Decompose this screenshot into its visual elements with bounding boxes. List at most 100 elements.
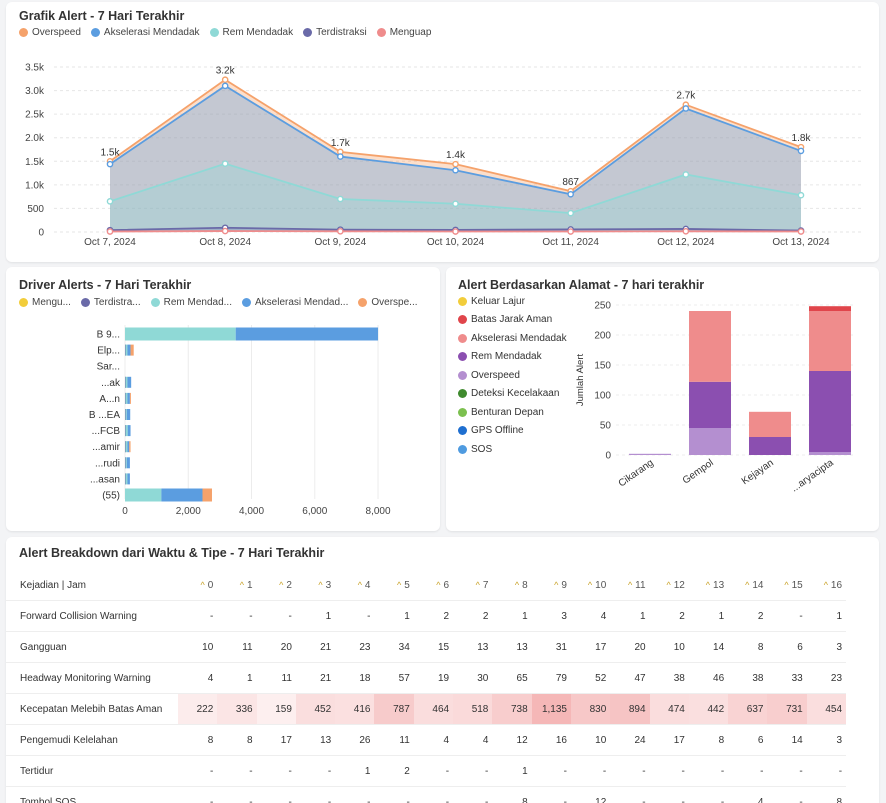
hour-label: 11 xyxy=(635,579,646,591)
cell-value: - xyxy=(642,765,646,777)
table-cell: 4 xyxy=(728,786,768,803)
table-cell: 23 xyxy=(335,631,375,663)
legend-dot xyxy=(376,28,386,37)
cell-value: - xyxy=(602,765,607,777)
table-cell: 1 xyxy=(492,600,532,632)
column-header-hour[interactable]: ^ 5 xyxy=(374,570,414,601)
column-header-hour[interactable]: ^ 14 xyxy=(728,570,768,601)
legend-item-akselerasi[interactable]: Akselerasi Mendadak xyxy=(458,329,567,348)
legend-item-overspeed[interactable]: Overspeed xyxy=(458,366,567,385)
table-row: Tombol SOS - - - - - - - - 8 - 12 - - - 4 - 8 xyxy=(6,786,847,803)
column-header-hour[interactable]: ^ 1 xyxy=(217,570,257,601)
table-cell: 1,135 xyxy=(531,693,571,725)
table-cell: 17 xyxy=(256,724,296,756)
legend-label: Overspeed xyxy=(32,27,81,38)
legend-item-rem[interactable]: Rem Mendadak xyxy=(458,348,567,367)
bar-segment xyxy=(125,409,127,420)
row-label: Kecepatan Melebih Batas Aman xyxy=(6,693,178,725)
table-cell: 8 xyxy=(806,786,847,803)
column-header-hour[interactable]: ^ 3 xyxy=(295,570,336,601)
cell-value: 6 xyxy=(797,641,803,653)
cell-value: 1 xyxy=(640,610,646,622)
sort-caret-icon: ^ xyxy=(627,579,633,590)
legend-dot xyxy=(458,407,467,417)
bar-segment xyxy=(809,371,851,452)
cell-value: 464 xyxy=(432,703,450,715)
legend-dot xyxy=(303,28,313,37)
legend-item-benturan[interactable]: Benturan Depan xyxy=(458,403,567,422)
table-cell: 10 xyxy=(649,631,689,663)
column-header-hour[interactable]: ^ 4 xyxy=(335,570,375,601)
cell-value: 20 xyxy=(280,641,292,653)
legend-item-kecelakaan[interactable]: Deteksi Kecelakaan xyxy=(458,385,567,404)
bar-segment xyxy=(202,488,212,502)
legend-item-terdistraksi[interactable]: Terdistraksi xyxy=(303,27,367,38)
legend-item-overspeed[interactable]: Overspe... xyxy=(358,297,418,308)
column-header-hour[interactable]: ^ 2 xyxy=(256,570,296,601)
cell-value: 787 xyxy=(393,703,410,715)
hour-label: 5 xyxy=(404,579,410,591)
hour-label: 3 xyxy=(325,579,332,591)
legend-item-menguap[interactable]: Mengu... xyxy=(19,297,71,308)
column-header-hour[interactable]: ^ 0 xyxy=(178,570,218,601)
table-cell: 14 xyxy=(767,724,807,756)
table-cell: 31 xyxy=(531,631,571,663)
table-cell: - xyxy=(728,755,768,787)
column-header-hour[interactable]: ^ 11 xyxy=(610,570,650,601)
bar-segment xyxy=(749,411,791,437)
column-header-hour[interactable]: ^ 16 xyxy=(806,570,847,601)
table-cell: 10 xyxy=(178,631,218,663)
cell-value: 8 xyxy=(247,734,253,746)
bar-segment xyxy=(689,428,731,455)
data-point xyxy=(797,228,805,235)
legend-item-keluar-lajur[interactable]: Keluar Lajur xyxy=(458,292,567,311)
driver-alerts-legend: Mengu... Terdistra... Rem Mendad... Akse… xyxy=(19,297,428,308)
cell-value: - xyxy=(563,765,567,777)
cell-value: 336 xyxy=(235,703,253,715)
data-point xyxy=(221,82,229,90)
table-cell: - xyxy=(610,786,650,803)
x-tick-label: 8,000 xyxy=(366,506,391,517)
column-header-hour[interactable]: ^ 8 xyxy=(492,570,532,601)
legend-item-sos[interactable]: SOS xyxy=(458,440,567,459)
legend-item-batas-jarak[interactable]: Batas Jarak Aman xyxy=(458,311,567,330)
table-cell: 8 xyxy=(688,724,729,756)
y-tick-label: Sar... xyxy=(97,362,120,373)
column-header-hour[interactable]: ^ 7 xyxy=(453,570,493,601)
x-tick-label: 0 xyxy=(122,506,128,517)
hour-label: 7 xyxy=(482,579,489,591)
column-header-hour[interactable]: ^ 15 xyxy=(767,570,807,601)
column-header-hour[interactable]: ^ 13 xyxy=(688,570,729,601)
x-tick-label: Oct 12, 2024 xyxy=(657,237,715,248)
table-cell: 416 xyxy=(335,693,375,725)
cell-value: 10 xyxy=(202,641,214,653)
legend-item-rem[interactable]: Rem Mendad... xyxy=(150,297,232,308)
cell-value: 4 xyxy=(207,672,214,684)
table-cell: 2 xyxy=(413,600,454,632)
column-header-hour[interactable]: ^ 9 xyxy=(531,570,571,601)
cell-value: - xyxy=(445,765,450,777)
legend-item-menguap[interactable]: Menguap xyxy=(376,27,431,38)
data-point xyxy=(452,200,459,208)
cell-value: 4 xyxy=(757,796,764,803)
legend-item-rem[interactable]: Rem Mendadak xyxy=(209,27,293,38)
legend-item-gps-offline[interactable]: GPS Offline xyxy=(458,422,567,441)
y-tick-label: (55) xyxy=(102,491,120,502)
y-axis-label: Jumlah Alert xyxy=(575,354,586,407)
cell-value: 15 xyxy=(437,641,450,653)
table-cell: 11 xyxy=(217,631,257,663)
hour-label: 0 xyxy=(207,579,214,591)
data-point xyxy=(567,190,574,198)
cell-value: 731 xyxy=(786,703,803,715)
legend-item-akselerasi[interactable]: Akselerasi Mendadak xyxy=(90,27,200,38)
legend-item-akselerasi[interactable]: Akselerasi Mendad... xyxy=(241,297,348,308)
column-header-hour[interactable]: ^ 10 xyxy=(570,570,611,601)
table-cell: - xyxy=(610,755,650,787)
column-header-hour[interactable]: ^ 6 xyxy=(413,570,454,601)
cell-value: - xyxy=(288,765,292,777)
column-header-hour[interactable]: ^ 12 xyxy=(649,570,689,601)
legend-item-terdistraksi[interactable]: Terdistra... xyxy=(80,297,141,308)
legend-item-overspeed[interactable]: Overspeed xyxy=(19,27,81,38)
legend-dot xyxy=(458,296,467,306)
cell-value: 26 xyxy=(359,734,371,746)
